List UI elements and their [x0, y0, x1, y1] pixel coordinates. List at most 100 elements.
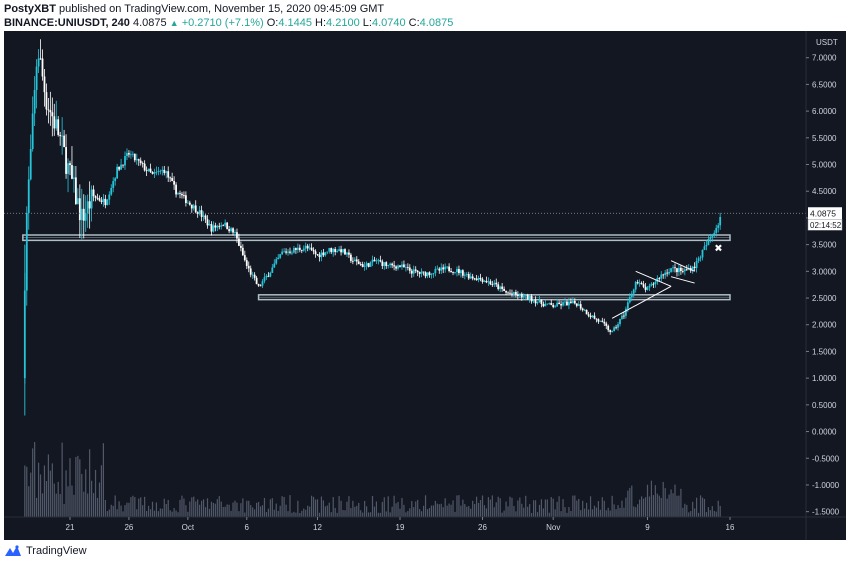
- candle-body: [428, 272, 431, 275]
- candle-body: [234, 232, 236, 233]
- candle-body: [277, 257, 280, 260]
- candle-body: [638, 282, 641, 284]
- author-name[interactable]: PostyXBT: [4, 3, 56, 15]
- volume-bar: [578, 498, 580, 517]
- candle-body: [69, 163, 71, 166]
- volume-bar: [179, 499, 181, 517]
- candle-body: [344, 249, 346, 255]
- volume-bar: [436, 503, 438, 517]
- candle-body: [552, 304, 555, 308]
- candle-body: [314, 251, 317, 255]
- volume-bar: [517, 500, 519, 517]
- volume-bar: [658, 495, 660, 517]
- volume-bar: [293, 511, 295, 517]
- volume-bar: [112, 505, 114, 517]
- candle-body: [450, 271, 452, 273]
- candle-body: [678, 267, 680, 273]
- candle-body: [459, 270, 462, 274]
- volume-bar: [250, 505, 252, 517]
- candle-body: [652, 283, 655, 285]
- volume-bar: [126, 502, 128, 517]
- candle-body: [522, 295, 525, 298]
- volume-bar: [307, 505, 309, 517]
- y-axis[interactable]: 7.00006.50006.00005.50005.00004.50004.00…: [806, 54, 840, 517]
- volume-bar: [173, 508, 175, 517]
- volume-bar: [299, 512, 301, 517]
- candle-body: [587, 314, 590, 316]
- candle-body: [340, 249, 342, 253]
- volume-bar: [538, 504, 541, 517]
- high-value: 4.2100: [326, 17, 360, 29]
- candle-body: [562, 302, 564, 306]
- candle-body: [646, 287, 649, 290]
- candle-body: [137, 159, 140, 161]
- volume-bar: [147, 505, 150, 517]
- volume-bar: [660, 497, 662, 517]
- candle-body: [416, 270, 419, 273]
- candle-body: [399, 265, 401, 267]
- volume-bar: [595, 507, 598, 517]
- volume-bar: [232, 502, 234, 517]
- candle-body: [147, 168, 150, 172]
- published-text: published on TradingView.com, November 1…: [59, 3, 385, 15]
- volume-bar: [356, 505, 358, 517]
- candle-body: [161, 169, 164, 171]
- volume-bar: [485, 508, 488, 517]
- candle-body: [609, 330, 612, 332]
- volume-bar: [587, 509, 590, 517]
- candle-body: [351, 260, 354, 262]
- volume-bar: [662, 481, 664, 517]
- candle-body: [367, 263, 370, 267]
- candle-body: [420, 271, 423, 274]
- candle-body: [214, 225, 217, 228]
- volume-bar: [513, 506, 515, 517]
- volume-bar: [699, 495, 702, 517]
- candle-body: [357, 261, 360, 265]
- volume-bar: [175, 510, 177, 517]
- candle-body: [377, 260, 380, 262]
- volume-bar: [285, 504, 287, 517]
- brand-name[interactable]: TradingView: [26, 545, 87, 557]
- volume-bar: [499, 498, 501, 517]
- candle-body: [294, 248, 297, 250]
- volume-bar: [254, 509, 256, 517]
- candle-body: [509, 292, 511, 294]
- volume-bar: [358, 502, 360, 517]
- candle-body: [128, 153, 130, 155]
- volume-bar: [474, 504, 476, 517]
- volume-bar: [265, 512, 268, 517]
- volume-bar: [529, 504, 531, 517]
- volume-bar: [450, 504, 452, 517]
- candle-body: [676, 268, 678, 273]
- volume-bar: [688, 512, 690, 517]
- volume-bar: [263, 498, 266, 517]
- volume-bar: [511, 497, 513, 517]
- candle-body: [467, 273, 470, 279]
- volume-bar: [483, 505, 486, 517]
- candle-body: [448, 266, 451, 272]
- y-tick-label: 4.5000: [812, 187, 837, 196]
- volume-bar: [697, 512, 700, 517]
- volume-bar: [140, 497, 142, 517]
- candle-body: [623, 315, 625, 317]
- trendline: [670, 260, 695, 272]
- volume-bar: [477, 502, 480, 517]
- symbol-label: BINANCE:UNIUSDT, 240: [4, 17, 130, 29]
- candle-body: [404, 267, 407, 268]
- candle-body: [603, 321, 606, 324]
- volume-bar: [422, 505, 425, 517]
- candle-body: [695, 260, 698, 268]
- candle-body: [630, 293, 633, 298]
- volume-bar: [621, 500, 623, 517]
- volume-bar: [656, 493, 658, 517]
- volume-bar: [481, 495, 484, 517]
- candle-body: [556, 302, 559, 307]
- candle-body: [408, 267, 411, 271]
- volume-bar: [67, 486, 69, 517]
- candle-body: [479, 277, 482, 280]
- candle-body: [232, 228, 234, 233]
- x-axis[interactable]: 21 26 Oct 6 12 19 26 Nov 9 16: [66, 517, 735, 532]
- candle-body: [63, 135, 66, 148]
- candle-body: [389, 263, 392, 266]
